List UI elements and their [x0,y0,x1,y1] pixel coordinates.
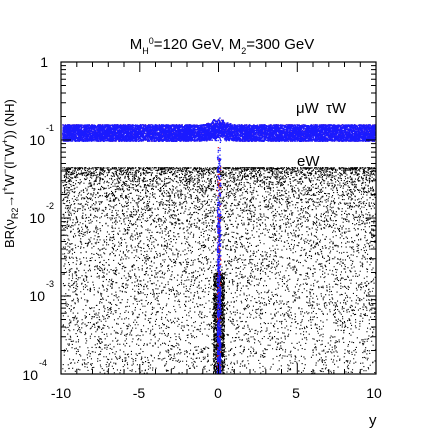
legend-tauW: τW [326,100,347,117]
y-tick-label-1: 1 [40,54,48,70]
y-tick-label-1e-2: 10 [29,210,45,226]
series-muW-points [62,118,377,374]
x-tick-labels: -10 -5 0 5 10 [51,385,382,401]
x-tick-label-neg5: -5 [133,385,146,401]
y-axis-label: BR(νR2→l+W−(l−W+)) (NH) [0,99,20,248]
axis-ticks [60,61,377,375]
y-tick-label-1e-4: 10 [22,367,38,383]
scatter-points [62,117,377,375]
tick-marks [60,61,377,375]
y-tick-exp-1e-2: -2 [46,201,54,211]
y-tick-exp-1e-3: -3 [46,279,54,289]
x-tick-label-0: 0 [214,385,222,401]
x-tick-label-10: 10 [366,385,382,401]
y-tick-label-1e-1: 10 [29,132,45,148]
y-tick-exp-1e-1: -1 [46,123,54,133]
y-tick-exp-1e-4: -4 [39,358,47,368]
chart-title: MH0=120 GeV, M2=300 GeV [130,36,314,56]
x-tick-label-5: 5 [292,385,300,401]
series-tauW-points [62,117,377,375]
y-tick-label-1e-3: 10 [29,288,45,304]
legend-muW: μW [296,100,320,117]
y-tick-labels: 1 10 -1 10 -2 10 -3 10 -4 [22,54,54,383]
x-tick-label-neg10: -10 [51,385,71,401]
legend-eW: eW [297,153,320,170]
x-axis-label: y [369,412,377,429]
